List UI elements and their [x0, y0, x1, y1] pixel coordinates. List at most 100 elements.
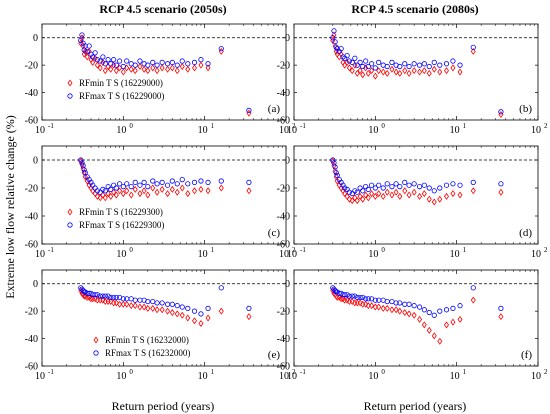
- rfmax-point: [97, 58, 103, 64]
- rfmin-point: [198, 61, 204, 69]
- rfmax-point: [357, 59, 363, 66]
- rfmin-point: [102, 194, 108, 202]
- rfmax-point: [372, 65, 378, 71]
- rfmin-point: [376, 190, 382, 198]
- rfmin-point: [198, 319, 204, 327]
- rfmax-point: [372, 297, 378, 303]
- rfmax-point: [431, 59, 437, 66]
- rfmax-point: [79, 160, 85, 166]
- y-tick-label: -40: [25, 212, 38, 223]
- rfmax-point: [159, 59, 165, 66]
- rfmax-point: [179, 304, 185, 310]
- rfmax-point: [426, 63, 432, 70]
- legend-entry: RFmin T S (16232000): [105, 335, 189, 345]
- rfmax-point: [120, 63, 126, 70]
- x-tick-exponent: 0: [381, 246, 385, 254]
- rfmax-point: [406, 63, 412, 70]
- x-tick-label: 10: [368, 371, 378, 382]
- rfmin-point: [246, 313, 252, 321]
- rfmax-point: [363, 296, 369, 302]
- x-tick-exponent: 0: [129, 246, 133, 254]
- rfmax-point: [406, 182, 412, 188]
- rfmax-point: [124, 58, 130, 64]
- rfmin-point: [154, 306, 160, 314]
- rfmax-point: [124, 181, 130, 187]
- y-tick-label: -60: [25, 240, 38, 251]
- rfmin-point: [380, 68, 386, 76]
- rfmax-point: [332, 39, 338, 45]
- rfmax-point: [174, 62, 180, 68]
- rfmin-point: [450, 190, 456, 198]
- rfmax-point: [330, 35, 336, 41]
- x-tick-exponent: -1: [300, 122, 306, 130]
- rfmin-point: [159, 64, 165, 72]
- rfmax-point: [185, 305, 191, 311]
- rfmin-point: [365, 302, 371, 310]
- rfmax-point: [369, 182, 375, 188]
- rfmin-point: [90, 58, 96, 66]
- x-tick-label: 10: [450, 249, 460, 260]
- rfmax-point: [90, 54, 96, 60]
- rfmin-point: [150, 304, 156, 312]
- rfmin-point: [369, 190, 375, 198]
- rfmin-point: [417, 68, 423, 76]
- legend-entry: RFmin T S (16229300): [79, 207, 163, 217]
- rfmin-point: [94, 61, 100, 69]
- x-tick-label: 10: [279, 371, 289, 382]
- legend-circle-marker: [67, 93, 73, 99]
- rfmin-point: [150, 64, 156, 72]
- rfmax-point: [397, 300, 403, 306]
- y-tick-label: -20: [277, 184, 290, 195]
- rfmin-point: [426, 195, 432, 203]
- rfmin-point: [117, 187, 123, 195]
- rfmax-point: [97, 189, 103, 195]
- x-tick-exponent: 0: [381, 368, 385, 376]
- rfmax-point: [426, 185, 432, 191]
- y-tick-label: 0: [285, 156, 290, 167]
- x-tick-exponent: 1: [211, 122, 215, 130]
- rfmin-point: [124, 187, 130, 195]
- rfmin-point: [402, 187, 408, 195]
- rfmax-point: [198, 311, 204, 317]
- rfmin-point: [192, 317, 197, 325]
- x-tick-exponent: 2: [544, 368, 548, 376]
- rfmin-point: [246, 109, 252, 117]
- rfmin-point: [92, 295, 98, 303]
- x-tick-label: 10: [198, 371, 208, 382]
- rfmax-point: [145, 184, 151, 190]
- rfmin-point: [169, 309, 175, 317]
- y-tick-label: -20: [277, 307, 290, 318]
- rfmax-point: [431, 188, 437, 194]
- rfmax-point: [354, 189, 360, 195]
- rfmin-point: [457, 315, 463, 323]
- y-tick-label: -60: [277, 116, 290, 127]
- rfmax-point: [349, 191, 355, 197]
- rfmin-point: [380, 192, 386, 200]
- rfmax-point: [360, 188, 366, 194]
- rfmin-point: [354, 69, 360, 77]
- rfmax-point: [421, 182, 427, 188]
- x-tick-label: 10: [287, 249, 297, 260]
- legend-entry: RFmax T S (16229300): [79, 220, 164, 230]
- rfmax-point: [102, 188, 108, 194]
- legend-diamond-marker: [67, 79, 73, 87]
- rfmax-point: [111, 294, 117, 301]
- rfmin-point: [113, 191, 119, 199]
- rfmax-point: [470, 44, 476, 50]
- rfmax-point: [97, 293, 103, 299]
- plot-frame: [293, 23, 539, 121]
- rfmax-point: [365, 296, 371, 302]
- plot-frame: [41, 269, 287, 367]
- rfmax-point: [218, 178, 224, 184]
- panel-tag: (e): [268, 349, 281, 361]
- y-tick-label: -60: [277, 362, 290, 373]
- rfmin-point: [174, 67, 180, 75]
- plot-frame: [293, 269, 539, 367]
- rfmin-point: [357, 299, 363, 307]
- legend-circle-marker: [93, 350, 99, 356]
- rfmax-point: [79, 32, 85, 38]
- rfmax-point: [421, 61, 427, 67]
- y-tick-label: -40: [277, 88, 290, 99]
- rfmax-point: [94, 57, 101, 63]
